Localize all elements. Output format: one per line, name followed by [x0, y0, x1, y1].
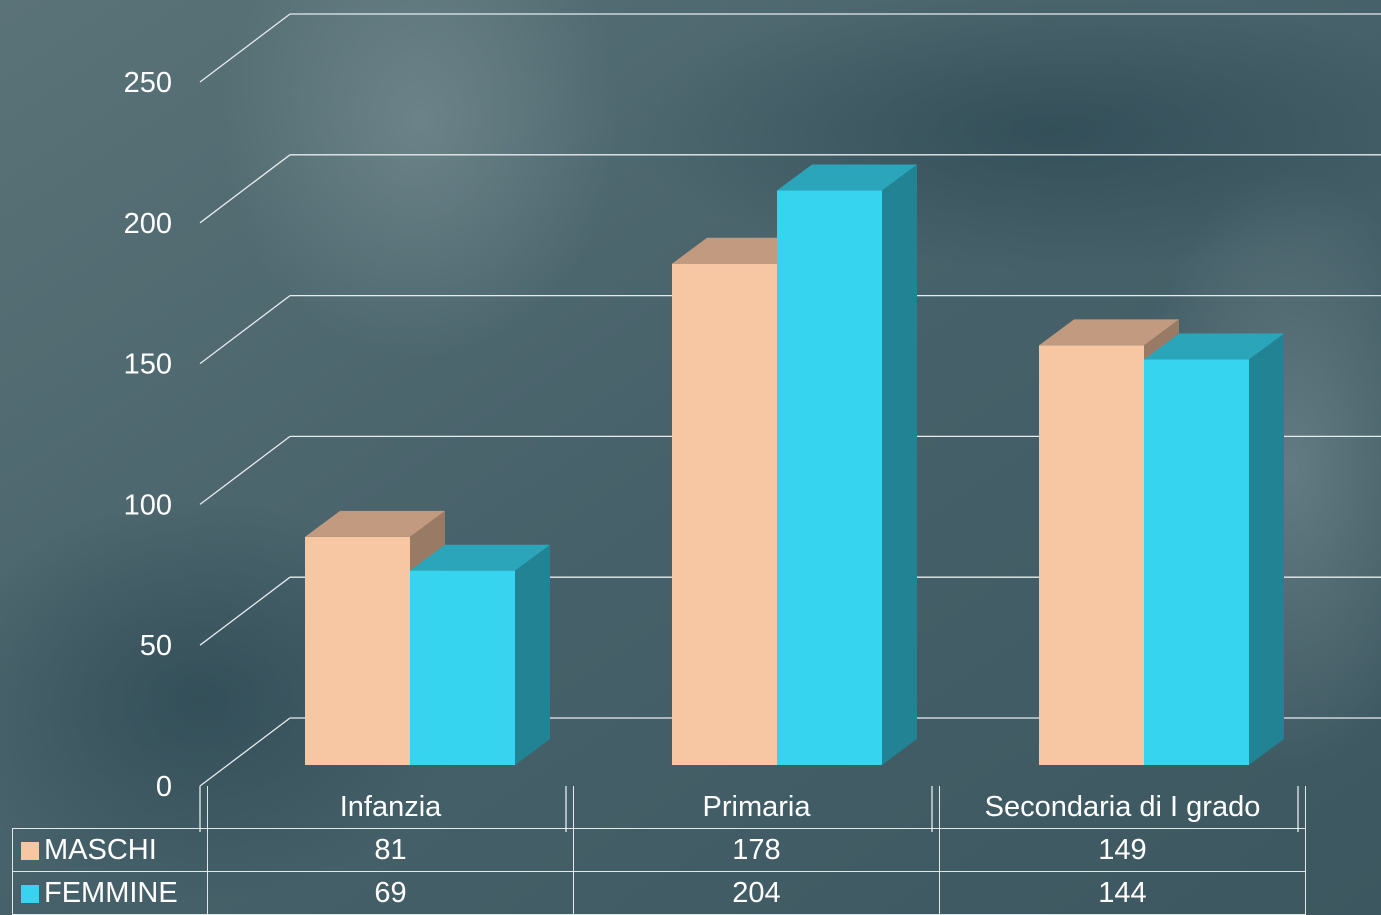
bar-side-face	[882, 164, 917, 765]
bar-front-face	[1144, 359, 1249, 765]
bars-layer	[305, 164, 1284, 765]
gridline-depth	[199, 717, 291, 787]
category-row: Infanzia Primaria Secondaria di I grado	[12, 786, 1306, 829]
bar-top-face	[1039, 319, 1179, 346]
category-label: Infanzia	[207, 786, 574, 829]
table-cell: 204	[573, 871, 940, 915]
table-cell: 144	[939, 871, 1306, 915]
data-table: Infanzia Primaria Secondaria di I grado …	[12, 786, 1306, 915]
bar-femmine	[410, 544, 550, 765]
bar-top-face	[410, 544, 550, 571]
y-tick-label: 50	[140, 630, 172, 662]
y-tick-label: 200	[124, 208, 172, 240]
gridline-depth	[199, 13, 291, 83]
bar-front-face	[672, 263, 777, 765]
bar-side-face	[1249, 333, 1284, 765]
table-cell: 81	[207, 828, 574, 872]
bar-femmine	[1144, 333, 1284, 765]
bar-top-face	[1144, 333, 1284, 360]
bar-top-face	[305, 510, 445, 537]
bar-top-face	[777, 164, 917, 191]
table-cell: 178	[573, 828, 940, 872]
table-cell: 149	[939, 828, 1306, 872]
bar-side-face	[515, 544, 550, 765]
bar-front-face	[1039, 345, 1144, 765]
table-cell: 69	[207, 871, 574, 915]
bar-front-face	[305, 536, 410, 765]
legend-swatch-femmine	[21, 884, 39, 903]
series-name: MASCHI	[44, 833, 157, 866]
table-row-maschi: MASCHI 81 178 149	[12, 828, 1306, 872]
gridline-depth	[199, 295, 291, 365]
y-tick-label: 150	[124, 349, 172, 381]
legend-entry-femmine: FEMMINE	[12, 871, 208, 915]
gridline-depth	[199, 576, 291, 646]
bar-front-face	[777, 190, 882, 765]
category-label: Primaria	[573, 786, 940, 829]
bar-femmine	[777, 164, 917, 765]
table-row-femmine: FEMMINE 69 204 144	[12, 871, 1306, 915]
legend-swatch-maschi	[21, 841, 39, 860]
bar-front-face	[410, 570, 515, 765]
gridline-depth	[199, 435, 291, 505]
table-corner	[12, 786, 208, 829]
legend-entry-maschi: MASCHI	[12, 828, 208, 872]
gridline-depth	[199, 154, 291, 224]
series-name: FEMMINE	[44, 876, 178, 909]
y-tick-label: 250	[124, 67, 172, 99]
category-label: Secondaria di I grado	[939, 786, 1306, 829]
y-tick-label: 100	[124, 489, 172, 521]
